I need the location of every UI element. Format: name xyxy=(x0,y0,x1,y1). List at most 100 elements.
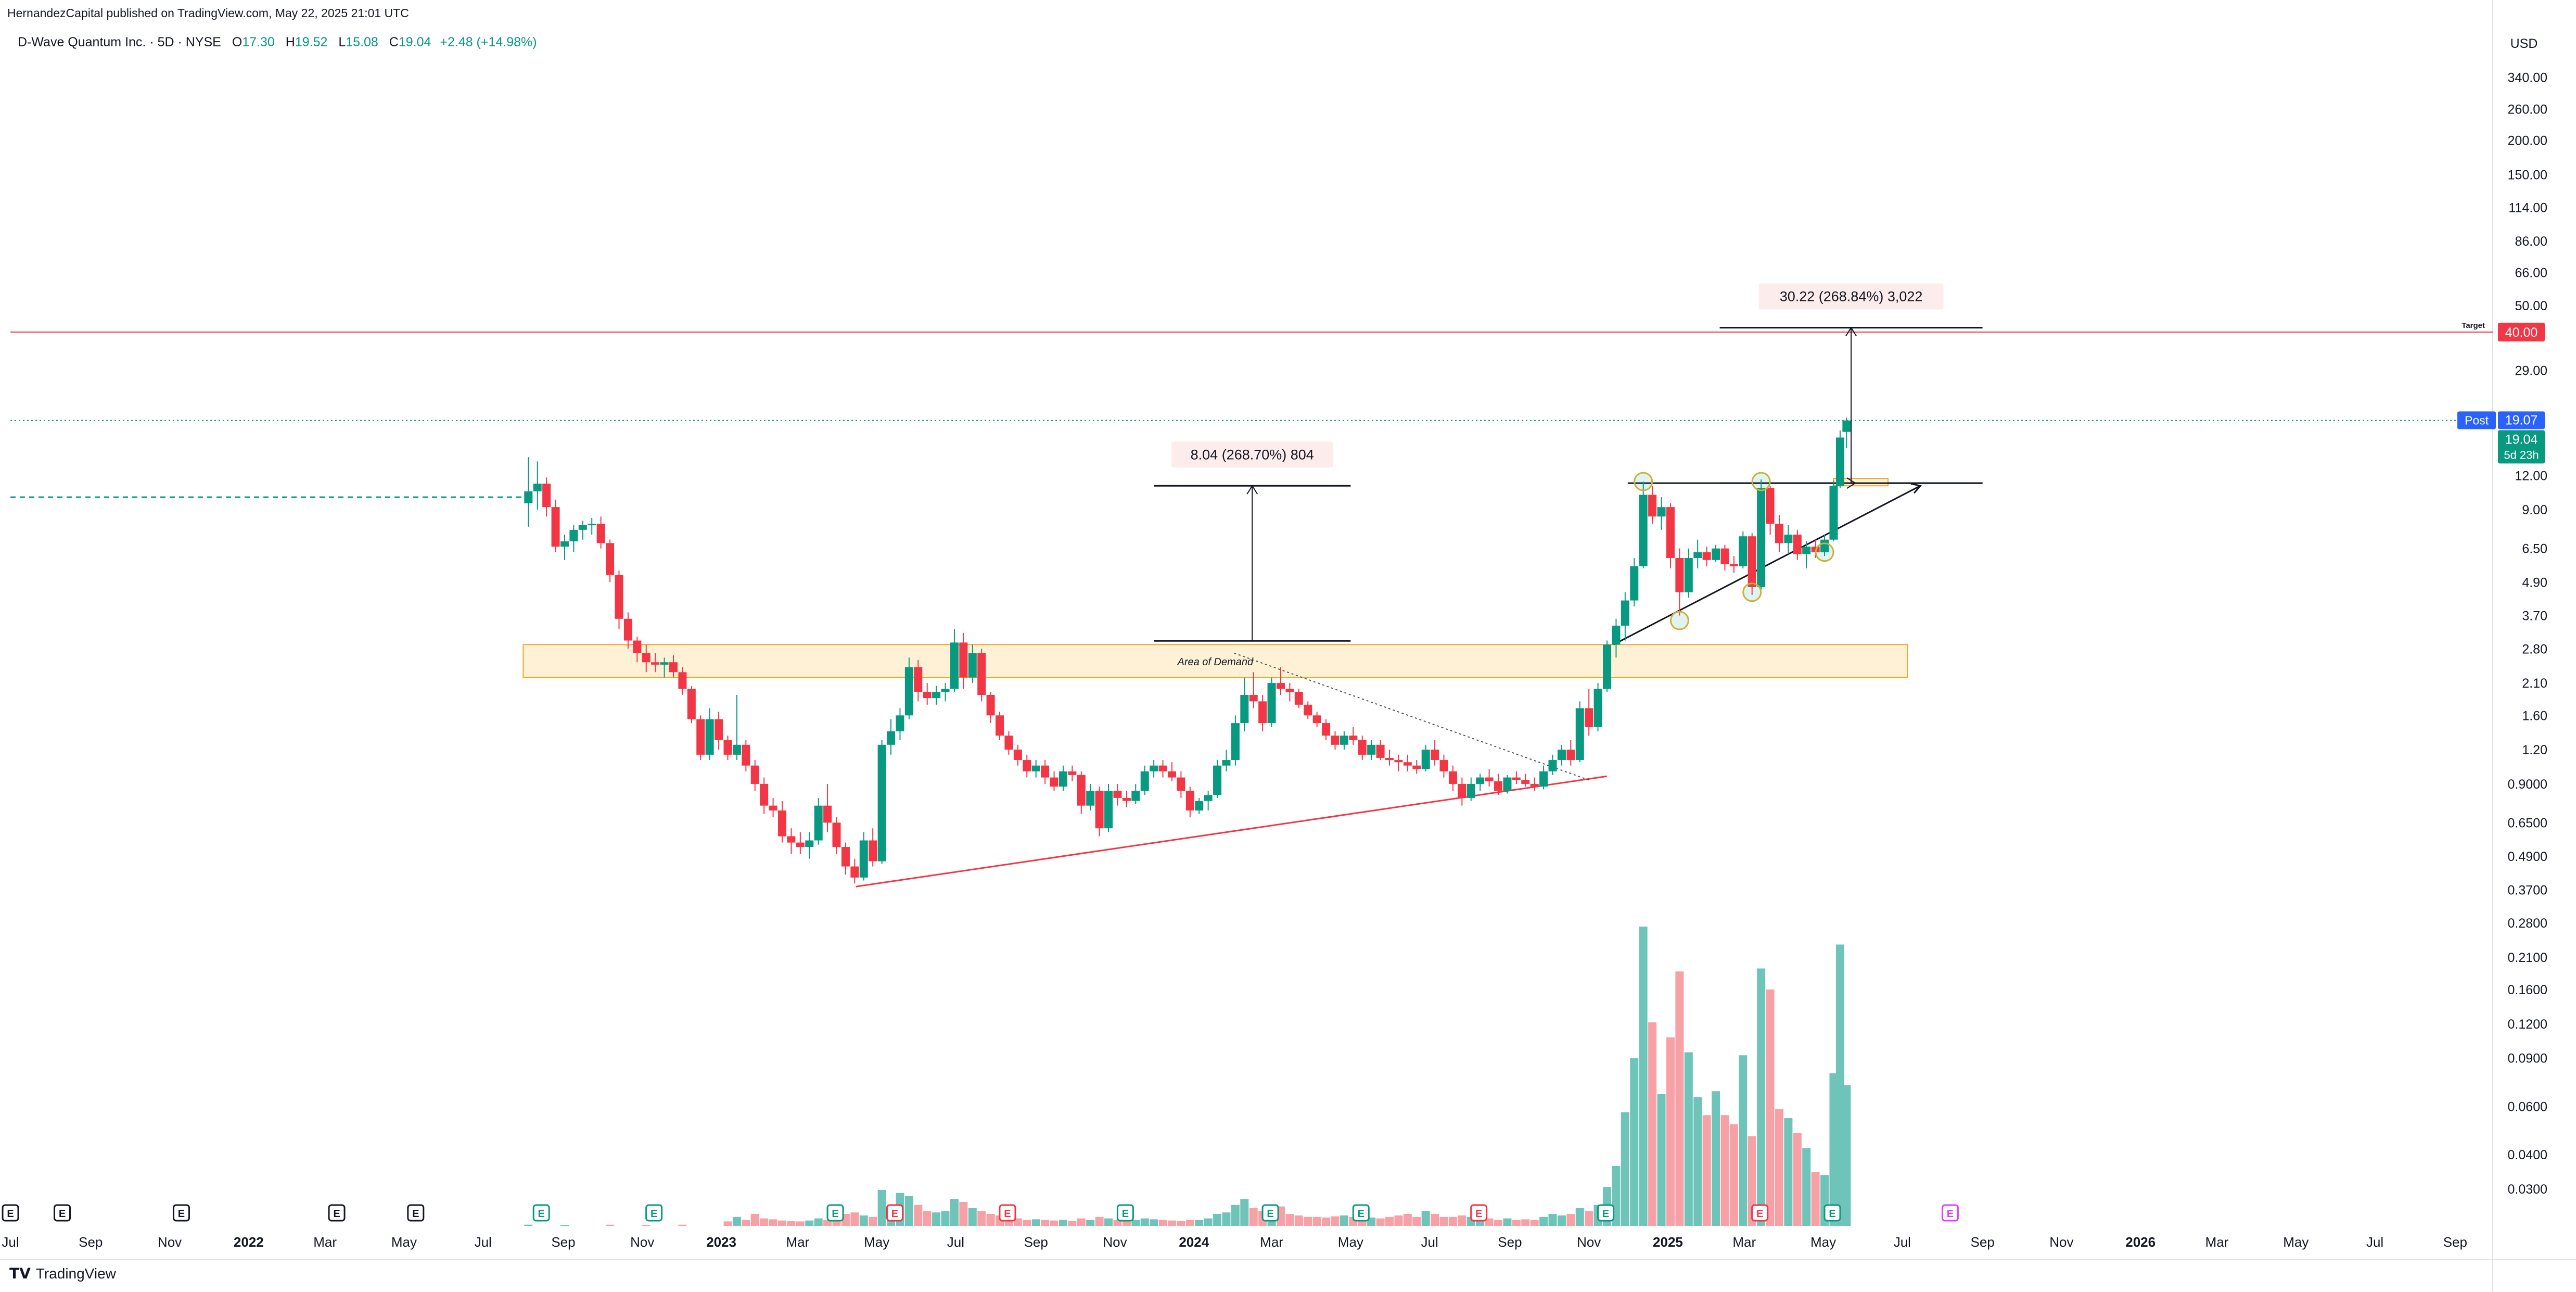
publisher-caption: HernandezCapital published on TradingVie… xyxy=(7,6,409,20)
candle-body xyxy=(959,642,968,678)
candle-body xyxy=(1820,539,1829,552)
earnings-marker-icon xyxy=(1941,1204,1959,1222)
volume-bar xyxy=(1793,1133,1802,1226)
symbol-name[interactable]: D-Wave Quantum Inc. · 5D · NYSE xyxy=(18,35,221,49)
candle-body xyxy=(904,667,913,716)
candle-body xyxy=(542,484,551,508)
candle-body xyxy=(1739,536,1748,566)
y-tick-label: 50.00 xyxy=(2515,299,2547,313)
candle-body xyxy=(877,744,886,862)
x-tick-label: May xyxy=(1810,1234,1836,1250)
earnings-marker-label: E xyxy=(333,1208,340,1220)
volume-bar xyxy=(1204,1218,1213,1226)
candle-body xyxy=(1023,760,1031,771)
candle-body xyxy=(859,840,868,878)
earnings-marker-icon xyxy=(1116,1204,1134,1222)
volume-bar xyxy=(1748,1136,1756,1226)
candle-body xyxy=(1050,777,1059,787)
volume-bar xyxy=(968,1208,977,1226)
candle-body xyxy=(588,524,596,526)
candle-body xyxy=(1376,744,1385,758)
post-tag xyxy=(2457,411,2496,429)
candle-body xyxy=(1448,771,1457,784)
y-tick-label: 0.0400 xyxy=(2508,1148,2547,1162)
y-tick-label: 0.1600 xyxy=(2508,983,2547,997)
x-tick-label: Sep xyxy=(1024,1234,1048,1250)
volume-bar xyxy=(1421,1211,1430,1226)
x-tick-label: Mar xyxy=(313,1234,337,1250)
volume-bar xyxy=(769,1219,777,1226)
candle-body xyxy=(1702,552,1711,560)
y-tick-label: 0.2800 xyxy=(2508,916,2547,931)
earnings-marker-icon xyxy=(826,1204,844,1222)
candle-body xyxy=(823,805,832,823)
candle-body xyxy=(1104,791,1113,829)
candle-body xyxy=(1077,775,1086,806)
candle-body xyxy=(760,783,769,806)
volume-bar xyxy=(1059,1220,1067,1226)
candle-body xyxy=(1285,689,1294,692)
x-tick-label: Nov xyxy=(630,1234,654,1250)
x-tick-label: Mar xyxy=(1260,1234,1283,1250)
volume-bar xyxy=(977,1211,986,1226)
tradingview-logo-icon: 𝗧𝗩 xyxy=(9,1265,31,1282)
volume-bar xyxy=(914,1205,923,1226)
volume-bar xyxy=(1068,1221,1077,1226)
tradingview-brand[interactable]: 𝗧𝗩 TradingView xyxy=(9,1265,116,1282)
earnings-marker-label: E xyxy=(59,1208,66,1220)
volume-bar xyxy=(778,1220,787,1226)
earnings-marker-icon xyxy=(328,1204,346,1222)
y-tick-label: 1.20 xyxy=(2522,743,2547,757)
candle-body xyxy=(1267,683,1276,724)
earnings-marker-label: E xyxy=(832,1208,838,1220)
candle-body xyxy=(1122,797,1131,801)
volume-bar xyxy=(1842,1085,1851,1226)
candle-body xyxy=(1648,495,1657,517)
candle-body xyxy=(923,692,932,699)
earnings-marker-label: E xyxy=(1475,1208,1482,1220)
candle-body xyxy=(687,689,696,719)
y-tick-label: 0.3700 xyxy=(2508,883,2547,897)
volume-bar xyxy=(823,1220,832,1226)
candle-body xyxy=(578,525,587,530)
downtrend-dotted-line xyxy=(1234,652,1589,781)
x-tick-label: Jul xyxy=(475,1234,492,1250)
target-price-tag-text: 40.00 xyxy=(2505,325,2538,340)
candle-body xyxy=(1835,437,1844,486)
candle-body xyxy=(996,715,1004,736)
candle-body xyxy=(869,840,877,862)
y-tick-label: 9.00 xyxy=(2522,503,2547,517)
measure-2-label-bg xyxy=(1758,283,1944,310)
x-tick-label: Nov xyxy=(1577,1234,1601,1250)
volume-bar xyxy=(1811,1172,1820,1226)
candle-body xyxy=(715,719,723,740)
earnings-marker-label: E xyxy=(178,1208,185,1220)
candle-body xyxy=(1512,777,1521,780)
earnings-marker-label: E xyxy=(538,1208,545,1220)
volume-bar xyxy=(1394,1215,1403,1226)
earnings-marker-icon xyxy=(1352,1204,1370,1222)
x-tick-label: Sep xyxy=(2443,1234,2467,1250)
touch-point-circle xyxy=(1634,472,1653,491)
candle-body xyxy=(841,847,850,867)
candle-body xyxy=(1575,708,1584,761)
candle-body xyxy=(1031,765,1040,771)
volume-bar xyxy=(1131,1220,1140,1226)
y-tick-label: 114.00 xyxy=(2508,200,2547,215)
earnings-marker-icon xyxy=(1823,1204,1841,1222)
volume-bar xyxy=(1585,1211,1593,1226)
volume-bar xyxy=(1548,1214,1557,1226)
candle-body xyxy=(1802,547,1811,554)
candle-body xyxy=(642,653,651,663)
volume-bar xyxy=(1566,1214,1575,1226)
candle-body xyxy=(1086,791,1095,806)
candle-body xyxy=(1530,783,1539,787)
candle-body xyxy=(1612,625,1621,645)
x-tick-label: May xyxy=(391,1234,417,1250)
candle-body xyxy=(1167,771,1176,778)
close-label: C xyxy=(389,35,399,49)
x-tick-label: 2024 xyxy=(1179,1234,1209,1250)
volume-bar xyxy=(1185,1220,1194,1226)
volume-bar xyxy=(1648,1022,1657,1226)
